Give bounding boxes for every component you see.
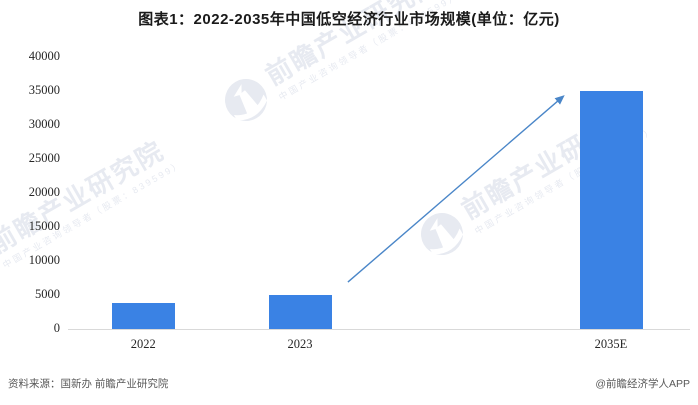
y-axis-tick-label: 5000 (35, 287, 60, 301)
bar-2035E (579, 91, 643, 329)
bar-2023 (268, 295, 332, 329)
x-axis-label-2022: 2022 (130, 337, 156, 351)
y-axis-tick-label: 0 (53, 321, 60, 335)
qianzhan-logo-icon (421, 213, 464, 255)
y-axis-tick-label: 40000 (28, 49, 60, 63)
y-axis-tick-label: 35000 (28, 83, 60, 97)
y-axis-tick-label: 15000 (28, 219, 60, 233)
y-axis-tick-label: 10000 (28, 253, 60, 267)
y-axis-tick-label: 30000 (28, 117, 60, 131)
x-axis-label-2035E: 2035E (594, 337, 628, 351)
y-axis-tick-label: 20000 (28, 185, 60, 199)
qianzhan-logo-icon (225, 79, 268, 121)
y-axis-tick-label: 25000 (28, 151, 60, 165)
bar-2022 (111, 303, 175, 329)
chart-title: 图表1：2022-2035年中国低空经济行业市场规模(单位：亿元) (138, 11, 560, 28)
x-axis-label-2023: 2023 (287, 337, 313, 351)
x-axis-line (68, 329, 690, 330)
footer-source: 资料来源：国新办 前瞻产业研究院 (8, 378, 169, 390)
footer-credit: @前瞻经济学人APP (595, 378, 690, 390)
